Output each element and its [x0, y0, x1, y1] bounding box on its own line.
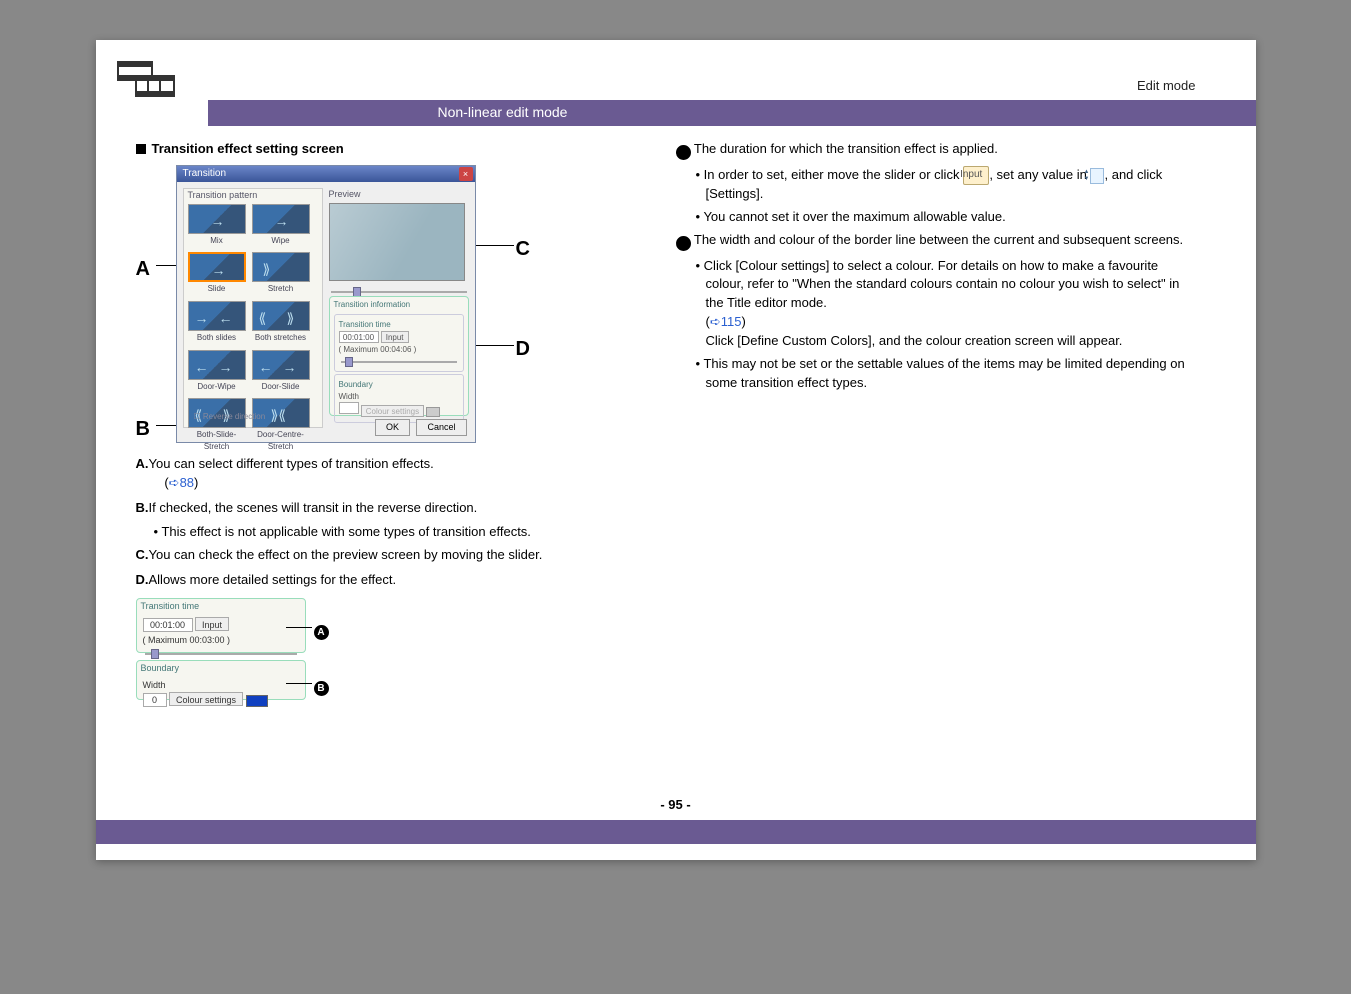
page: Edit mode Non-linear edit mode Transitio…: [96, 40, 1256, 860]
pattern-item[interactable]: ⟪⟫Both-Slide-Stretch: [188, 398, 246, 452]
time-group: Transition time 00:01:00 Input ( Maximum…: [334, 314, 464, 372]
input-button-icon: Input: [963, 166, 989, 185]
list-item: A The duration for which the transition …: [676, 140, 1186, 160]
boundary-group: Boundary Width Colour settings: [334, 374, 464, 423]
callout-D: D: [516, 335, 530, 364]
section-title-text: Transition effect setting screen: [152, 141, 344, 156]
input-button[interactable]: Input: [195, 617, 229, 631]
width-input[interactable]: [339, 402, 359, 414]
boundary-box: Boundary Width 0 Colour settings: [136, 660, 306, 700]
pattern-item[interactable]: ←→Door-Wipe: [188, 350, 246, 393]
transition-time-box: Transition time 00:01:00 Input ( Maximum…: [136, 598, 306, 653]
film-icon: [116, 56, 196, 100]
colour-settings-button[interactable]: Colour settings: [169, 692, 243, 706]
pattern-item[interactable]: ←→Door-Slide: [252, 350, 310, 393]
left-list: A.You can select different types of tran…: [136, 455, 646, 590]
width-input[interactable]: 0: [143, 693, 167, 707]
spinner-icon: [1090, 168, 1104, 184]
header-mode-label: Edit mode: [1137, 78, 1196, 93]
callout-B: B: [136, 415, 150, 444]
preview-box: [329, 203, 465, 281]
content: Transition effect setting screen A B C D…: [136, 140, 1216, 800]
link-88[interactable]: ➪88: [169, 475, 194, 490]
square-bullet-icon: [136, 144, 146, 154]
width-label: Width: [143, 680, 166, 690]
callout-C: C: [516, 235, 530, 264]
list-item: A.You can select different types of tran…: [136, 455, 646, 493]
header-bar-title: Non-linear edit mode: [208, 100, 1256, 126]
dialog-buttons: OK Cancel: [371, 419, 467, 436]
colour-swatch: [246, 695, 268, 707]
pattern-item[interactable]: →Mix: [188, 204, 246, 247]
marker-A: A: [314, 620, 329, 640]
sf-title: Transition time: [137, 599, 305, 614]
time-slider[interactable]: [143, 649, 299, 659]
dialog-titlebar: Transition ×: [177, 166, 475, 182]
right-column: A The duration for which the transition …: [676, 140, 1186, 396]
list-subitem: • This effect is not applicable with som…: [136, 523, 646, 542]
section-title: Transition effect setting screen: [136, 140, 646, 159]
max-label: ( Maximum 00:04:06 ): [339, 344, 459, 356]
transition-dialog-figure: A B C D Transition × Transition pattern: [176, 165, 556, 445]
left-column: Transition effect setting screen A B C D…: [136, 140, 646, 718]
sf-title: Boundary: [137, 661, 305, 676]
list-item: C.You can check the effect on the previe…: [136, 546, 646, 565]
list-subitem: • Click [Colour settings] to select a co…: [676, 257, 1186, 351]
marker-A-icon: A: [676, 145, 691, 160]
input-button[interactable]: Input: [381, 331, 409, 343]
transition-dialog: Transition × Transition pattern →Mix →Wi…: [176, 165, 476, 443]
preview-title: Preview: [329, 188, 469, 201]
callout-line: [476, 345, 514, 346]
time-sub-label: Transition time: [339, 319, 459, 331]
list-subitem: • You cannot set it over the maximum all…: [676, 208, 1186, 227]
link-115[interactable]: ➪115: [710, 314, 742, 329]
cancel-button[interactable]: Cancel: [416, 419, 466, 436]
callout-line: [286, 627, 312, 628]
pattern-item[interactable]: →←Both slides: [188, 301, 246, 344]
pattern-item[interactable]: →Wipe: [252, 204, 310, 247]
time-slider[interactable]: [339, 357, 459, 367]
dialog-title: Transition: [183, 168, 227, 179]
list-item: B The width and colour of the border lin…: [676, 231, 1186, 251]
info-panel: Transition information Transition time 0…: [329, 296, 469, 416]
pattern-panel-title: Transition pattern: [184, 189, 322, 202]
pattern-item[interactable]: ⟫Stretch: [252, 252, 310, 295]
max-label: ( Maximum 00:03:00 ): [143, 634, 299, 647]
time-input[interactable]: 00:01:00: [143, 618, 193, 632]
marker-B: B: [314, 676, 329, 696]
marker-B-icon: B: [676, 236, 691, 251]
detail-figure: Transition time 00:01:00 Input ( Maximum…: [136, 598, 356, 718]
pattern-item[interactable]: →Slide: [188, 252, 246, 295]
footer-bar: [96, 820, 1256, 844]
time-input[interactable]: 00:01:00: [339, 331, 379, 343]
header-bar: Non-linear edit mode: [96, 100, 1256, 126]
callout-A: A: [136, 255, 150, 284]
reverse-checkbox[interactable]: ☐ Reverse direction: [194, 411, 266, 423]
list-item: B.If checked, the scenes will transit in…: [136, 499, 646, 518]
info-title: Transition information: [330, 297, 468, 313]
preview-panel: Preview: [329, 188, 469, 297]
boundary-label: Boundary: [339, 379, 459, 391]
close-icon[interactable]: ×: [459, 167, 473, 181]
list-subitem: • This may not be set or the settable va…: [676, 355, 1186, 393]
pattern-panel: Transition pattern →Mix →Wipe →Slide ⟫St…: [183, 188, 323, 428]
pattern-item[interactable]: ⟫⟪Door-Centre-Stretch: [252, 398, 310, 452]
colour-swatch: [426, 407, 440, 417]
colour-settings-button[interactable]: Colour settings: [361, 405, 424, 417]
page-number: - 95 -: [96, 797, 1256, 812]
list-item: D.Allows more detailed settings for the …: [136, 571, 646, 590]
callout-line: [286, 683, 312, 684]
width-label: Width: [339, 391, 459, 403]
list-subitem: • In order to set, either move the slide…: [676, 166, 1186, 204]
ok-button[interactable]: OK: [375, 419, 410, 436]
pattern-item[interactable]: ⟪⟫Both stretches: [252, 301, 310, 344]
